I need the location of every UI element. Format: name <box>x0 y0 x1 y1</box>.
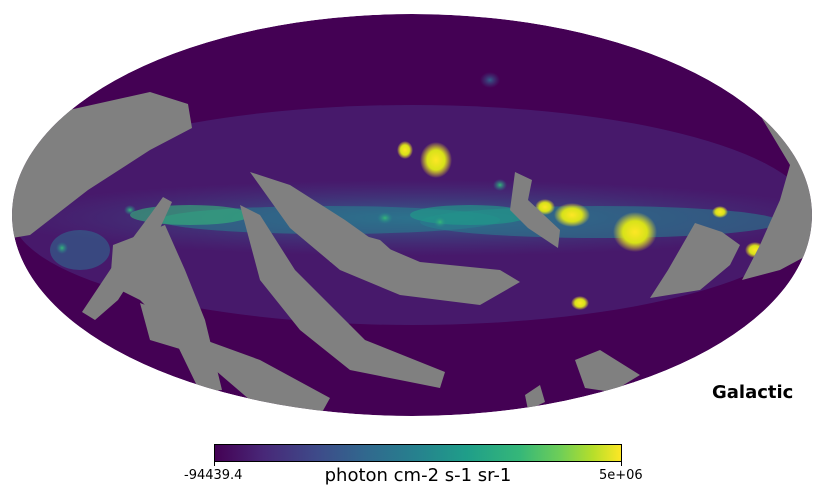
bright-sources <box>56 72 765 310</box>
colorbar-tick-min <box>214 462 215 466</box>
colorbar <box>214 444 622 462</box>
colorbar-unit-label: photon cm-2 s-1 sr-1 <box>324 465 512 486</box>
colorbar-tick-max <box>621 462 622 466</box>
colorbar-max-label: 5e+06 <box>599 468 643 483</box>
coordinate-system-label: Galactic <box>712 382 794 403</box>
sky-map <box>12 14 812 416</box>
colorbar-min-label: -94439.4 <box>184 468 243 483</box>
